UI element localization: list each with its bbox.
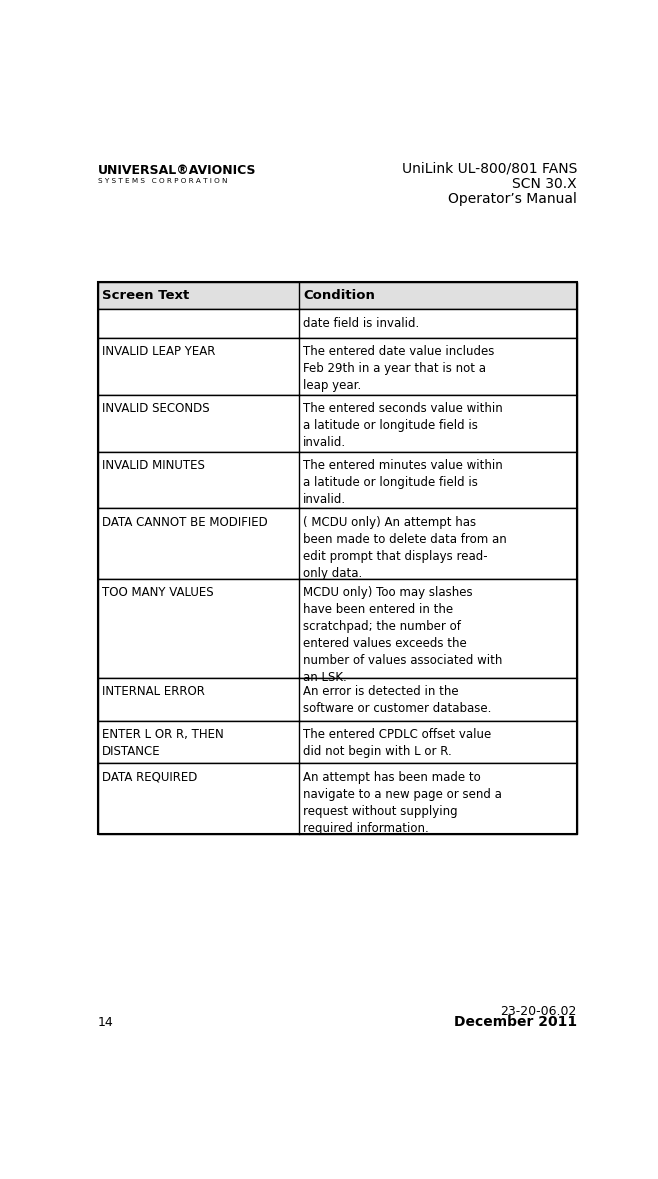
Bar: [97, 282, 577, 835]
Bar: [97, 309, 577, 338]
Text: December 2011: December 2011: [454, 1015, 577, 1029]
Bar: [97, 678, 577, 720]
Text: Condition: Condition: [303, 289, 375, 302]
Text: The entered seconds value within
a latitude or longitude field is
invalid.: The entered seconds value within a latit…: [303, 402, 503, 449]
Text: MCDU only) Too may slashes
have been entered in the
scratchpad; the number of
en: MCDU only) Too may slashes have been ent…: [303, 586, 502, 684]
Text: INVALID SECONDS: INVALID SECONDS: [101, 402, 209, 415]
Text: SCN 30.X: SCN 30.X: [513, 177, 577, 191]
Text: UniLink UL-800/801 FANS: UniLink UL-800/801 FANS: [401, 162, 577, 176]
Text: Screen Text: Screen Text: [101, 289, 189, 302]
Text: An attempt has been made to
navigate to a new page or send a
request without sup: An attempt has been made to navigate to …: [303, 771, 502, 835]
Text: TOO MANY VALUES: TOO MANY VALUES: [101, 586, 213, 599]
Bar: [97, 338, 577, 395]
Text: DATA CANNOT BE MODIFIED: DATA CANNOT BE MODIFIED: [101, 515, 267, 528]
Text: An error is detected in the
software or customer database.: An error is detected in the software or …: [303, 685, 492, 716]
Bar: [97, 720, 577, 763]
Text: Operator’s Manual: Operator’s Manual: [448, 192, 577, 206]
Bar: [97, 763, 577, 835]
Text: 23-20-06.02: 23-20-06.02: [501, 1005, 577, 1017]
Text: INVALID MINUTES: INVALID MINUTES: [101, 459, 205, 472]
Text: DATA REQUIRED: DATA REQUIRED: [101, 771, 197, 784]
Bar: [97, 282, 577, 309]
Text: INVALID LEAP YEAR: INVALID LEAP YEAR: [101, 345, 215, 358]
Text: ( MCDU only) An attempt has
been made to delete data from an
edit prompt that di: ( MCDU only) An attempt has been made to…: [303, 515, 507, 580]
Text: date field is invalid.: date field is invalid.: [303, 317, 419, 330]
Text: S Y S T E M S   C O R P O R A T I O N: S Y S T E M S C O R P O R A T I O N: [97, 178, 227, 184]
Text: INTERNAL ERROR: INTERNAL ERROR: [101, 685, 205, 698]
Bar: [97, 452, 577, 508]
Bar: [97, 579, 577, 678]
Text: The entered minutes value within
a latitude or longitude field is
invalid.: The entered minutes value within a latit…: [303, 459, 503, 506]
Bar: [97, 395, 577, 452]
Text: ENTER L OR R, THEN
DISTANCE: ENTER L OR R, THEN DISTANCE: [101, 727, 223, 758]
Text: The entered CPDLC offset value
did not begin with L or R.: The entered CPDLC offset value did not b…: [303, 727, 492, 758]
Text: The entered date value includes
Feb 29th in a year that is not a
leap year.: The entered date value includes Feb 29th…: [303, 345, 494, 393]
Bar: [97, 508, 577, 579]
Text: 14: 14: [97, 1016, 113, 1029]
Text: UNIVERSAL®AVIONICS: UNIVERSAL®AVIONICS: [97, 164, 256, 177]
